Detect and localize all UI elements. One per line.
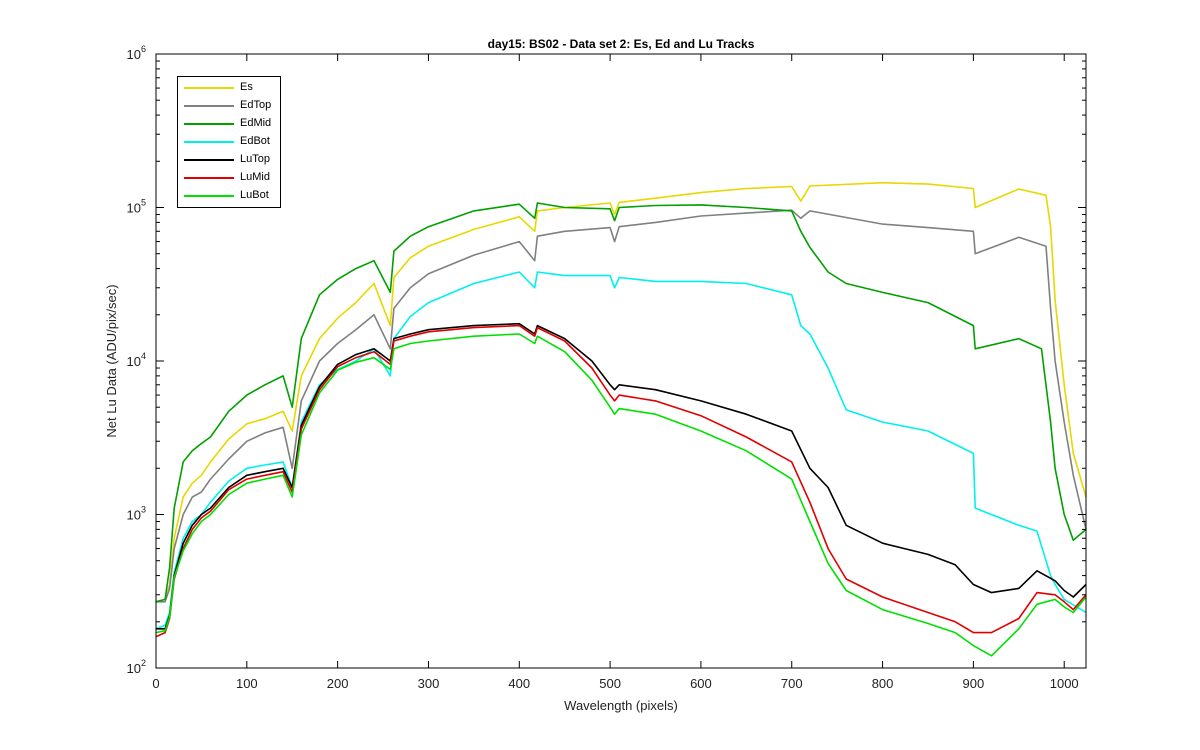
legend-label: LuTop xyxy=(240,153,270,165)
legend-item-lubot: LuBot xyxy=(178,187,280,205)
y-tick-label: 104 xyxy=(127,351,146,369)
legend-swatch xyxy=(184,195,234,197)
series-line-lumid xyxy=(155,324,1087,638)
series-line-edmid xyxy=(155,202,1087,603)
legend-item-lumid: LuMid xyxy=(178,169,280,187)
legend-item-es: Es xyxy=(178,79,280,97)
y-axis-label: Net Lu Data (ADU/pix/sec) xyxy=(104,284,119,437)
x-tick-label: 800 xyxy=(872,676,894,691)
legend-swatch xyxy=(184,177,234,179)
x-axis-label: Wavelength (pixels) xyxy=(564,698,678,713)
series-line-es xyxy=(155,181,1087,603)
x-tick-label: 1000 xyxy=(1050,676,1079,691)
x-axis: 0 100 200 300 400 500 600 700 800 900 1000 xyxy=(152,54,1079,691)
legend-label: LuBot xyxy=(240,189,269,201)
x-tick-label: 600 xyxy=(690,676,712,691)
legend-item-lutop: LuTop xyxy=(178,151,280,169)
series-line-edbot xyxy=(155,271,1087,630)
y-tick-label: 105 xyxy=(127,198,146,216)
legend-swatch xyxy=(184,123,234,125)
legend-swatch xyxy=(184,141,234,143)
legend-label: EdMid xyxy=(240,117,272,129)
legend-item-edmid: EdMid xyxy=(178,115,280,133)
series-layer xyxy=(155,181,1087,657)
plot-area xyxy=(156,54,1086,668)
legend: Es EdTop EdMid EdBot LuTop LuMid LuBot xyxy=(177,76,281,208)
legend-label: Es xyxy=(240,81,253,93)
legend-swatch xyxy=(184,159,234,161)
series-line-lubot xyxy=(155,333,1087,657)
x-tick-label: 0 xyxy=(152,676,159,691)
x-tick-label: 400 xyxy=(508,676,530,691)
legend-item-edbot: EdBot xyxy=(178,133,280,151)
x-tick-label: 500 xyxy=(599,676,621,691)
x-tick-label: 900 xyxy=(963,676,985,691)
legend-item-edtop: EdTop xyxy=(178,97,280,115)
x-tick-label: 700 xyxy=(781,676,803,691)
series-line-edtop xyxy=(156,209,1087,603)
legend-swatch xyxy=(184,105,234,107)
y-tick-label: 102 xyxy=(127,658,146,676)
legend-label: EdTop xyxy=(240,99,272,111)
y-tick-label: 106 xyxy=(127,44,146,62)
chart-title: day15: BS02 - Data set 2: Es, Ed and Lu … xyxy=(488,37,755,51)
legend-label: LuMid xyxy=(240,171,270,183)
legend-label: EdBot xyxy=(240,135,270,147)
x-tick-label: 200 xyxy=(327,676,349,691)
y-tick-label: 103 xyxy=(127,505,146,523)
legend-swatch xyxy=(184,87,234,89)
x-tick-label: 300 xyxy=(418,676,440,691)
y-axis: 102 103 104 105 106 xyxy=(127,44,1086,676)
x-tick-label: 100 xyxy=(236,676,258,691)
